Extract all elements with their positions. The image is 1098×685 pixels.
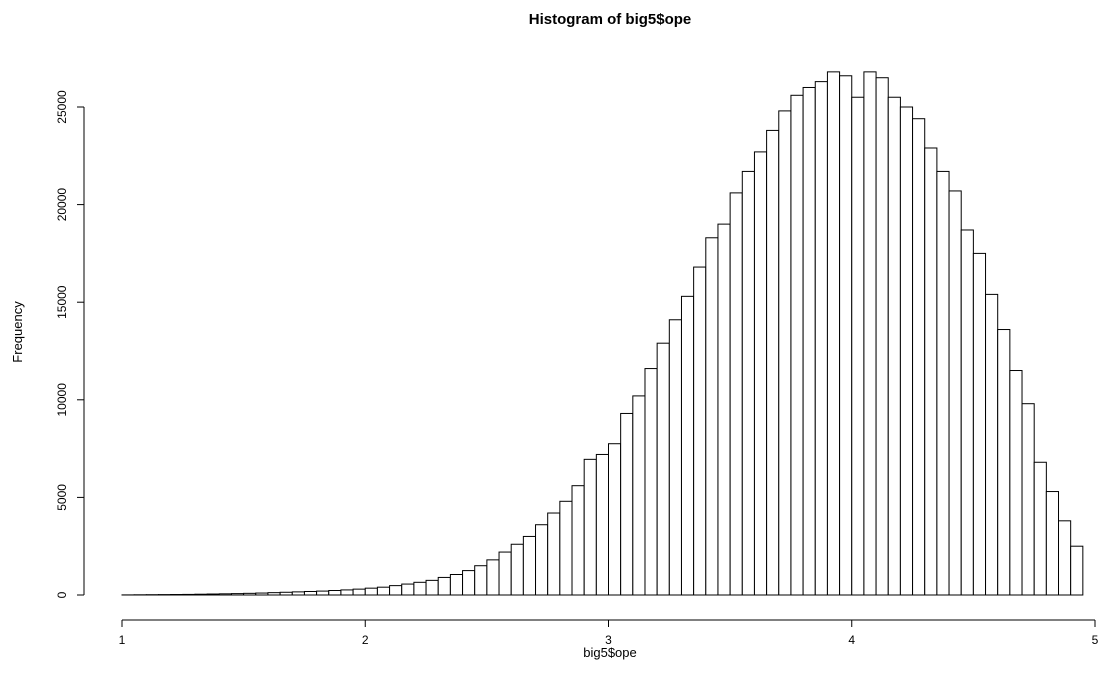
histogram-bar — [1046, 492, 1058, 595]
histogram-bar — [414, 582, 426, 595]
histogram-bar — [560, 501, 572, 595]
histogram-bar — [767, 130, 779, 595]
histogram-bar — [523, 536, 535, 595]
histogram-bar — [499, 552, 511, 595]
y-tick-label: 25000 — [55, 90, 69, 124]
histogram-bar — [791, 95, 803, 595]
histogram-bar — [1022, 404, 1034, 595]
x-axis: 1 2 3 4 5 — [119, 620, 1098, 647]
histogram-bar — [1071, 546, 1083, 595]
histogram-bar — [1010, 371, 1022, 595]
histogram-bar — [669, 320, 681, 595]
histogram-bar — [1059, 521, 1071, 595]
histogram-bar — [304, 591, 316, 595]
histogram-bar — [681, 296, 693, 595]
histogram-bar — [244, 593, 256, 595]
histogram-bar — [377, 587, 389, 595]
histogram-bar — [487, 560, 499, 595]
y-tick-label: 15000 — [55, 285, 69, 319]
histogram-bar — [840, 76, 852, 595]
histogram-bar — [548, 513, 560, 595]
histogram-bar — [402, 584, 414, 595]
histogram-bar — [888, 97, 900, 595]
histogram-bar — [292, 592, 304, 595]
histogram-bar — [754, 152, 766, 595]
histogram-bar — [463, 571, 475, 595]
histogram-bar — [195, 594, 207, 595]
histogram-bar — [426, 580, 438, 595]
histogram-bar — [742, 171, 754, 595]
y-tick-label: 0 — [55, 591, 69, 598]
x-tick-label: 1 — [119, 633, 126, 647]
histogram-bar — [864, 72, 876, 595]
y-tick-label: 10000 — [55, 383, 69, 417]
histogram-bar — [961, 230, 973, 595]
histogram-bar — [645, 369, 657, 595]
histogram-bar — [973, 253, 985, 595]
histogram-bar — [730, 193, 742, 595]
histogram-bar — [718, 224, 730, 595]
y-tick-label: 5000 — [55, 484, 69, 511]
histogram-bar — [657, 343, 669, 595]
histogram-bar — [219, 594, 231, 595]
x-tick-label: 5 — [1092, 633, 1098, 647]
histogram-bar — [183, 594, 195, 595]
histogram-bar — [365, 588, 377, 595]
y-tick-label: 20000 — [55, 188, 69, 222]
histogram-bar — [596, 454, 608, 595]
histogram-bar — [256, 593, 268, 595]
y-axis-title: Frequency — [10, 301, 25, 363]
histogram-bar — [852, 97, 864, 595]
histogram-bar — [317, 591, 329, 595]
histogram-bar — [584, 459, 596, 595]
histogram-bar — [913, 119, 925, 595]
histogram-bar — [390, 586, 402, 595]
x-tick-label: 3 — [605, 633, 612, 647]
bars-group — [122, 72, 1083, 595]
chart-title: Histogram of big5$ope — [529, 11, 692, 28]
x-tick-label: 2 — [362, 633, 369, 647]
histogram-bar — [280, 592, 292, 595]
histogram-bar — [803, 87, 815, 595]
histogram-bar — [207, 594, 219, 595]
histogram-bar — [450, 575, 462, 596]
histogram-bar — [536, 525, 548, 595]
histogram-bar — [353, 589, 365, 595]
y-axis: 0 5000 10000 15000 20000 25000 — [55, 90, 84, 598]
histogram-bar — [876, 78, 888, 595]
histogram-bar — [815, 82, 827, 595]
histogram-bar — [900, 107, 912, 595]
histogram-bar — [949, 191, 961, 595]
histogram-bar — [937, 171, 949, 595]
histogram-bar — [231, 594, 243, 595]
histogram-bar — [633, 396, 645, 595]
x-tick-label: 4 — [848, 633, 855, 647]
histogram-bar — [694, 267, 706, 595]
histogram-bar — [475, 566, 487, 595]
histogram-bar — [438, 577, 450, 595]
histogram-bar — [827, 72, 839, 595]
histogram-bar — [925, 148, 937, 595]
histogram-bar — [572, 486, 584, 595]
histogram-bar — [609, 444, 621, 595]
histogram-bar — [986, 294, 998, 595]
histogram-bar — [706, 238, 718, 595]
histogram-bar — [268, 593, 280, 595]
histogram-bar — [621, 413, 633, 595]
histogram-bar — [779, 111, 791, 595]
histogram-bar — [1034, 462, 1046, 595]
histogram-bar — [998, 330, 1010, 595]
histogram-bar — [511, 544, 523, 595]
histogram-bar — [341, 590, 353, 595]
x-axis-title: big5$ope — [583, 645, 637, 660]
histogram-bar — [329, 591, 341, 595]
